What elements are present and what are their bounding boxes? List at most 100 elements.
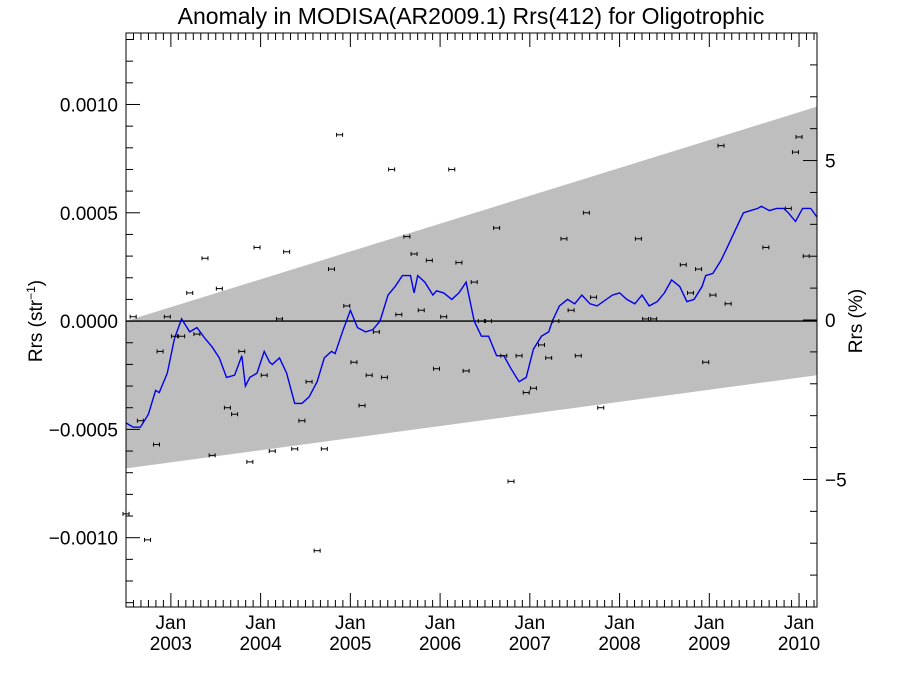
data-point (305, 379, 313, 384)
data-point (529, 386, 537, 391)
data-point (642, 316, 650, 321)
data-point (208, 453, 216, 458)
data-point (410, 251, 418, 256)
data-point (433, 366, 441, 371)
data-point (440, 314, 448, 319)
data-point (784, 206, 792, 211)
data-point (425, 258, 433, 263)
data-point (253, 245, 261, 250)
data-point (762, 245, 770, 250)
data-point (260, 373, 268, 378)
data-point (634, 236, 642, 241)
data-point (246, 459, 254, 464)
data-point (380, 375, 388, 380)
x-tick-label-year: 2004 (239, 634, 282, 655)
y-axis-tick-labels: 0.0010 0.0005 0.0000 −0.0005 −0.0010 (49, 95, 118, 549)
data-point (328, 267, 336, 272)
data-point (238, 349, 246, 354)
y-tick-label: 0.0005 (60, 204, 118, 225)
data-point (560, 236, 568, 241)
data-point (313, 548, 321, 553)
x-tick-label-month: Jan (604, 613, 635, 634)
data-point (590, 295, 598, 300)
smoothed-anomaly-line (125, 205, 818, 428)
x-axis-tick-labels: Jan2003Jan2004Jan2005Jan2006Jan2007Jan20… (150, 613, 820, 655)
data-point (350, 360, 358, 365)
data-point (515, 353, 523, 358)
data-point (144, 537, 152, 542)
data-point (537, 342, 545, 347)
data-point (679, 262, 687, 267)
x-tick-label-month: Jan (156, 613, 187, 634)
x-tick-label-month: Jan (425, 613, 456, 634)
x-tick-label-month: Jan (784, 613, 815, 634)
data-point (582, 210, 590, 215)
data-point (507, 479, 515, 484)
data-point (485, 319, 493, 324)
data-point (493, 225, 501, 230)
data-point (156, 349, 164, 354)
data-point (358, 403, 366, 408)
uncertainty-band (126, 106, 817, 469)
data-point (136, 418, 144, 423)
y-tick-label: −0.0005 (49, 420, 118, 441)
left-axis-label-tail: ) (26, 280, 47, 286)
data-point (477, 319, 485, 324)
data-point (455, 260, 463, 265)
x-tick-label-month: Jan (515, 613, 546, 634)
data-point (343, 303, 351, 308)
data-point (462, 368, 470, 373)
data-point (223, 405, 231, 410)
data-point (709, 293, 717, 298)
data-point (170, 334, 178, 339)
data-point (545, 355, 553, 360)
data-point (448, 167, 456, 172)
y-tick-label: −0.0010 (49, 529, 118, 550)
data-point (567, 308, 575, 313)
data-point (574, 353, 582, 358)
x-tick-label-year: 2010 (778, 634, 820, 655)
data-point (522, 390, 530, 395)
data-point (178, 334, 186, 339)
data-point (365, 373, 373, 378)
data-point (129, 314, 137, 319)
data-point (795, 134, 803, 139)
data-point (597, 405, 605, 410)
data-point (650, 316, 658, 321)
data-point (500, 353, 508, 358)
data-point (153, 442, 161, 447)
x-tick-label-month: Jan (694, 613, 725, 634)
x-tick-label-year: 2008 (598, 634, 640, 655)
data-point (186, 290, 194, 295)
left-axis-label: Rrs (str−1) (24, 280, 47, 362)
x-tick-label-year: 2005 (329, 634, 371, 655)
data-point (336, 132, 344, 137)
x-tick-label-year: 2009 (688, 634, 730, 655)
data-point (231, 412, 239, 417)
y2-tick-label: 0 (825, 311, 836, 332)
y2-tick-label: 5 (825, 152, 836, 173)
left-axis-label-base: Rrs (str (26, 299, 47, 362)
data-point (702, 360, 710, 365)
data-point (320, 446, 328, 451)
data-point (388, 167, 396, 172)
data-point (724, 301, 732, 306)
data-point (552, 319, 560, 324)
chart-title: Anomaly in MODISA(AR2009.1) Rrs(412) for… (178, 3, 765, 29)
right-axis-label: Rrs (%) (846, 289, 867, 353)
data-point (193, 332, 201, 337)
data-point (802, 254, 810, 259)
data-point (291, 446, 299, 451)
data-point (215, 286, 223, 291)
data-point (395, 312, 403, 317)
data-point (163, 314, 171, 319)
x-tick-label-month: Jan (335, 613, 366, 634)
left-axis-label-exponent: −1 (24, 286, 38, 300)
anomaly-points (122, 132, 810, 553)
data-point (470, 280, 478, 285)
x-tick-label-month: Jan (245, 613, 276, 634)
data-point (403, 234, 411, 239)
x-tick-label-year: 2003 (150, 634, 192, 655)
data-point (275, 316, 283, 321)
